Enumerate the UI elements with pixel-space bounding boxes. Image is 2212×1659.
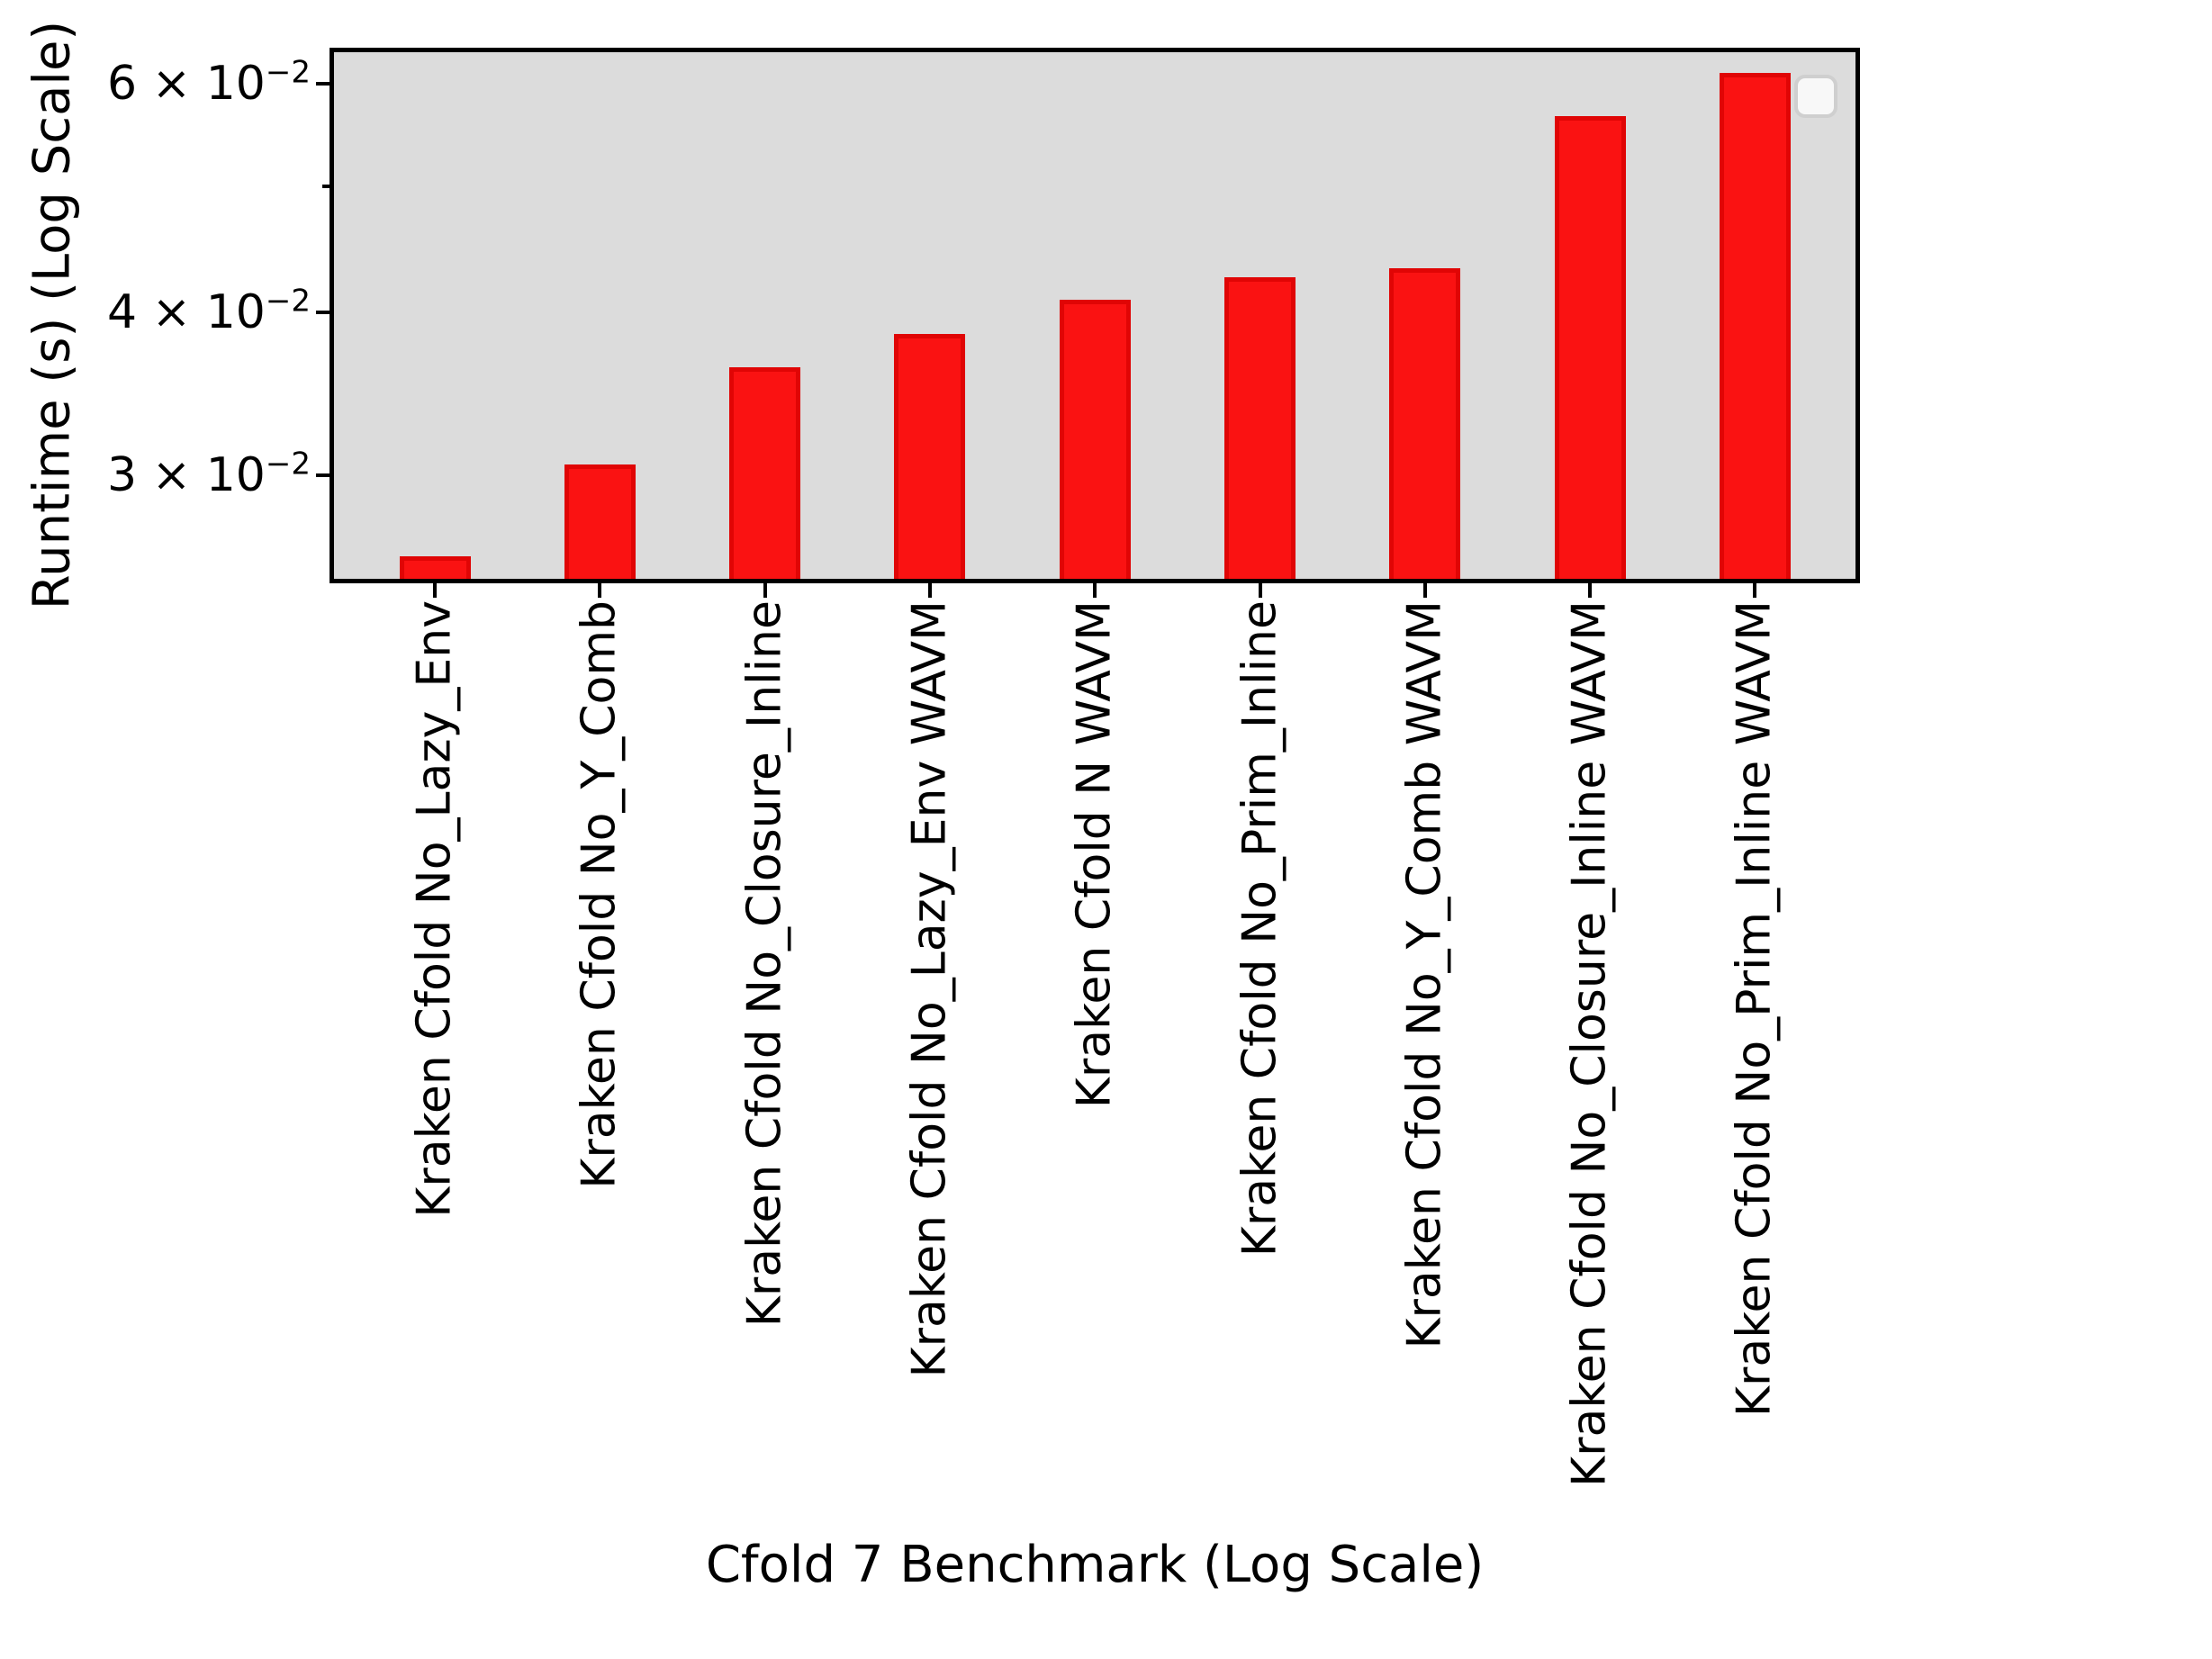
x-tick-mark [1093,583,1097,598]
y-tick-mark-major [316,81,330,86]
x-tick-mark [1422,583,1427,598]
bars-container [332,50,1857,581]
x-axis-label: Cfold 7 Benchmark (Log Scale) [705,1536,1485,1594]
y-tick-label: 6 × 10−2 [0,57,311,106]
y-tick-label-base: 4 × 10 [106,285,266,340]
x-tick-label: Kraken Cfold No_Closure_Inline WAVM [1562,600,1617,1487]
bar [1389,267,1461,581]
bar [1719,73,1791,581]
bar [729,367,801,581]
x-tick-label: Kraken Cfold No_Y_Comb [573,600,627,1189]
y-tick-label-exponent: −2 [265,283,311,320]
x-tick-mark [598,583,602,598]
x-tick-label: Kraken Cfold No_Prim_Inline [1232,600,1287,1258]
x-tick-label: Kraken Cfold No_Prim_Inline WAVM [1728,600,1783,1418]
y-tick-label-exponent: −2 [265,54,311,91]
y-tick-mark-major [316,473,330,477]
x-tick-mark [1753,583,1757,598]
plot-area [332,50,1857,581]
x-tick-label: Kraken Cfold No_Lazy_Env [407,600,462,1218]
x-tick-label: Kraken Cfold No_Closure_Inline [737,600,792,1328]
legend-box [1794,75,1837,118]
y-tick-mark-major [316,311,330,315]
x-tick-mark [433,583,437,598]
x-tick-mark [763,583,767,598]
y-tick-label: 3 × 10−2 [0,449,311,499]
bar [894,334,966,581]
y-tick-mark-minor [322,185,330,189]
x-tick-mark [1588,583,1593,598]
bar [1224,276,1296,581]
bar [564,464,636,581]
x-tick-label: Kraken Cfold N WAVM [1067,600,1122,1109]
x-tick-mark [927,583,932,598]
y-tick-label-exponent: −2 [265,446,311,482]
bar [1059,300,1131,581]
bar [1554,116,1626,581]
x-tick-label: Kraken Cfold No_Y_Comb WAVM [1397,600,1452,1349]
y-tick-label: 4 × 10−2 [0,286,311,336]
x-tick-mark [1258,583,1262,598]
bar [399,555,471,581]
x-tick-label: Kraken Cfold No_Lazy_Env WAVM [902,600,957,1378]
y-tick-label-base: 3 × 10 [106,447,266,502]
y-tick-label-base: 6 × 10 [106,56,266,111]
